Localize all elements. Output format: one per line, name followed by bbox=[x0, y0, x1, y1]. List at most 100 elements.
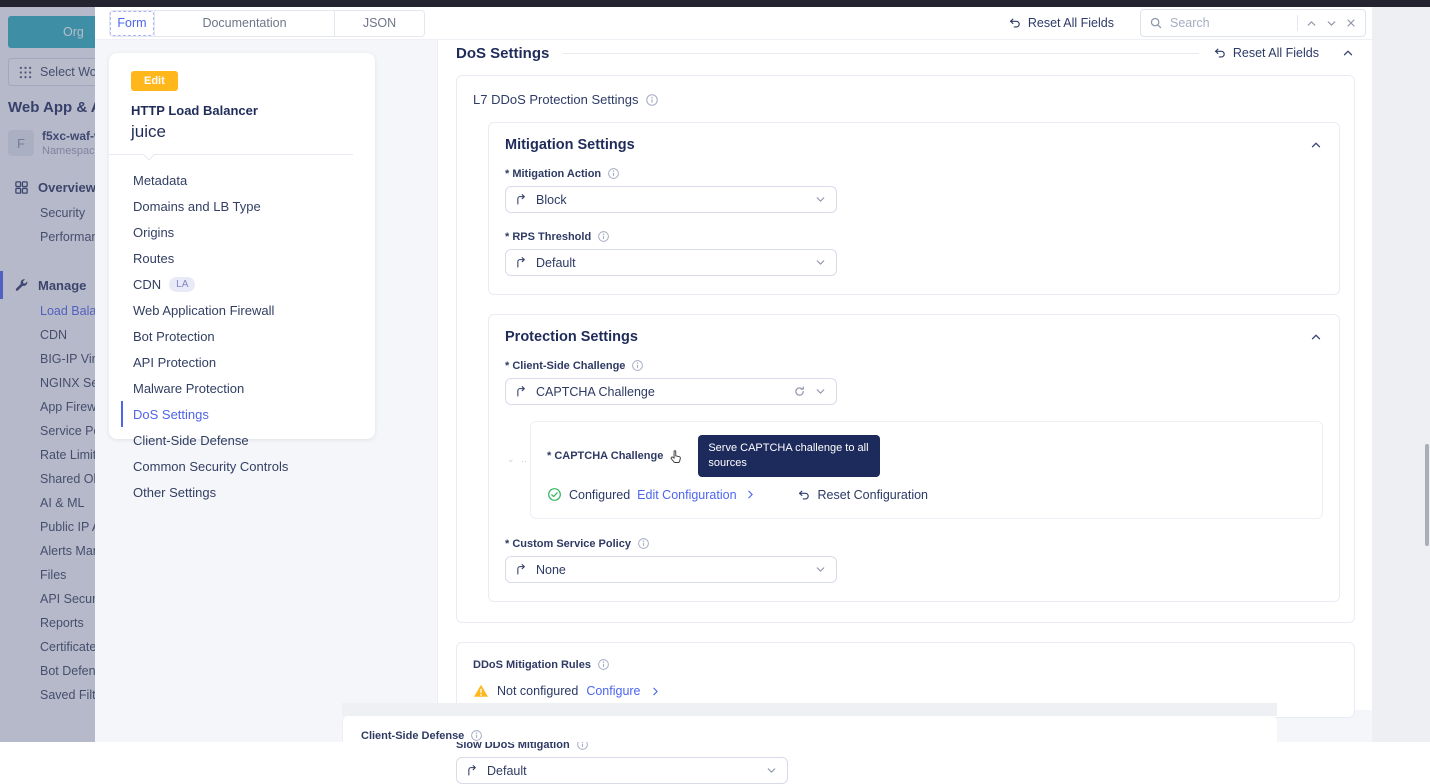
sidebar-item-label: Alerts Mana bbox=[40, 544, 107, 558]
menu-item-origins[interactable]: Origins bbox=[131, 219, 375, 245]
reset-configuration-link[interactable]: Reset Configuration bbox=[817, 487, 929, 502]
sidebar-item-label: BIG-IP Virtu bbox=[40, 352, 107, 366]
menu-item-common-security[interactable]: Common Security Controls bbox=[131, 453, 375, 479]
sidebar-item-cdn[interactable]: CDN bbox=[0, 323, 280, 347]
configure-link[interactable]: Configure bbox=[586, 684, 641, 698]
sidebar-item-public-ip[interactable]: Public IP Ad bbox=[0, 515, 280, 539]
sidebar-item-alerts[interactable]: Alerts Mana bbox=[0, 539, 280, 563]
chevron-right-icon[interactable] bbox=[744, 488, 757, 501]
chevron-down-icon bbox=[767, 768, 776, 773]
rps-threshold-value: Default bbox=[536, 255, 576, 270]
sidebar-item-manage[interactable]: Manage bbox=[0, 271, 280, 299]
mitigation-action-value: Block bbox=[536, 192, 567, 207]
tab-documentation[interactable]: Documentation bbox=[154, 10, 334, 36]
menu-item-waf[interactable]: Web Application Firewall bbox=[131, 297, 375, 323]
header-rule bbox=[563, 52, 1199, 54]
sidebar-item-service-policies[interactable]: Service Poli bbox=[0, 419, 280, 443]
edit-configuration-link[interactable]: Edit Configuration bbox=[637, 487, 737, 502]
sidebar-item-security[interactable]: Security bbox=[0, 201, 280, 225]
undo-icon bbox=[797, 488, 811, 502]
sidebar-item-shared-objects[interactable]: Shared Obje bbox=[0, 467, 280, 491]
client-side-defense-section: Client-Side Defense bbox=[342, 716, 1277, 742]
tab-label: JSON bbox=[362, 16, 397, 30]
captcha-config-box: ⌄ ‥ * CAPTCHA Challenge Serve CAPTCHA ch… bbox=[507, 421, 1323, 519]
menu-item-dos-settings[interactable]: DoS Settings bbox=[121, 401, 375, 427]
menu-item-label: Bot Protection bbox=[133, 328, 215, 344]
sidebar-item-reports[interactable]: Reports bbox=[0, 611, 280, 635]
branch-icon bbox=[515, 193, 528, 206]
sidebar-item-load-balancers[interactable]: Load Balanc bbox=[0, 299, 280, 323]
client-side-challenge-select[interactable]: CAPTCHA Challenge bbox=[505, 378, 837, 405]
chevron-down-icon bbox=[816, 260, 825, 265]
info-icon[interactable] bbox=[607, 167, 620, 180]
info-icon[interactable] bbox=[597, 230, 610, 243]
sidebar-item-nginx[interactable]: NGINX Serv bbox=[0, 371, 280, 395]
tab-json[interactable]: JSON bbox=[334, 10, 424, 36]
mitigation-action-label: * Mitigation Action bbox=[505, 167, 602, 180]
chevron-down-icon bbox=[816, 389, 825, 394]
section-title: DoS Settings bbox=[456, 44, 550, 62]
menu-item-domains[interactable]: Domains and LB Type bbox=[131, 193, 375, 219]
info-icon[interactable] bbox=[631, 359, 644, 372]
collapse-protection-icon[interactable] bbox=[1309, 330, 1323, 344]
configured-status: Configured bbox=[569, 487, 631, 502]
search-box bbox=[1140, 9, 1366, 37]
menu-item-cdn[interactable]: CDN LA bbox=[131, 271, 375, 297]
menu-item-metadata[interactable]: Metadata bbox=[131, 167, 375, 193]
info-icon[interactable] bbox=[597, 658, 610, 671]
scrollbar-thumb[interactable] bbox=[1425, 444, 1429, 546]
sidebar-item-ai-ml[interactable]: AI & ML bbox=[0, 491, 280, 515]
undo-icon bbox=[1008, 16, 1022, 30]
menu-item-client-side-defense[interactable]: Client-Side Defense bbox=[131, 427, 375, 453]
reset-all-fields-button[interactable]: Reset All Fields bbox=[1008, 16, 1114, 30]
menu-item-api-protection[interactable]: API Protection bbox=[131, 349, 375, 375]
info-icon[interactable] bbox=[645, 93, 659, 107]
client-side-challenge-value: CAPTCHA Challenge bbox=[536, 384, 655, 399]
sidebar-item-saved-filters[interactable]: Saved Filter bbox=[0, 683, 280, 707]
collapse-mitigation-icon[interactable] bbox=[1309, 138, 1323, 152]
l7-title: L7 DDoS Protection Settings bbox=[473, 92, 639, 107]
editor-drawer: Form Documentation JSON Reset All Fields bbox=[95, 7, 1372, 784]
sidebar-item-bigip[interactable]: BIG-IP Virtu bbox=[0, 347, 280, 371]
search-prev-icon[interactable] bbox=[1305, 17, 1318, 30]
client-side-defense-label: Client-Side Defense bbox=[361, 729, 465, 742]
collapse-section-icon[interactable] bbox=[1341, 46, 1355, 60]
menu-item-other-settings[interactable]: Other Settings bbox=[131, 479, 375, 505]
search-close-icon[interactable] bbox=[1345, 17, 1357, 29]
namespace-row[interactable]: F f5xc-waf-w Namespace bbox=[8, 129, 280, 157]
slow-ddos-select[interactable]: Default bbox=[456, 757, 788, 784]
sidebar-item-overview[interactable]: Overview bbox=[0, 173, 280, 201]
section-reset-all-fields-button[interactable]: Reset All Fields bbox=[1213, 46, 1319, 60]
mitigation-settings-title: Mitigation Settings bbox=[505, 137, 635, 153]
search-next-icon[interactable] bbox=[1325, 17, 1338, 30]
org-selector-label: Org bbox=[63, 25, 84, 39]
sidebar-item-api-security[interactable]: API Security bbox=[0, 587, 280, 611]
sidebar-item-bot-defense[interactable]: Bot Defense bbox=[0, 659, 280, 683]
view-tabs: Form Documentation JSON bbox=[109, 9, 425, 37]
sidebar-item-label: Files bbox=[40, 568, 67, 582]
sidebar-item-app-firewall[interactable]: App Firewal bbox=[0, 395, 280, 419]
sidebar-item-files[interactable]: Files bbox=[0, 563, 280, 587]
sidebar-item-rate-limiter[interactable]: Rate Limiter bbox=[0, 443, 280, 467]
tab-label: Form bbox=[117, 16, 147, 30]
info-icon[interactable] bbox=[637, 537, 650, 550]
menu-item-malware-protection[interactable]: Malware Protection bbox=[131, 375, 375, 401]
warning-icon bbox=[473, 683, 489, 699]
sidebar-item-certificates[interactable]: Certificate M bbox=[0, 635, 280, 659]
sidebar-item-label: Shared Obje bbox=[40, 472, 111, 486]
mitigation-action-select[interactable]: Block bbox=[505, 186, 837, 213]
custom-service-policy-select[interactable]: None bbox=[505, 556, 837, 583]
menu-item-routes[interactable]: Routes bbox=[131, 245, 375, 271]
tab-form[interactable]: Form bbox=[110, 10, 154, 36]
sidebar-item-performance[interactable]: Performanc bbox=[0, 225, 280, 249]
ddos-rules-status: Not configured bbox=[497, 684, 579, 698]
menu-item-bot-protection[interactable]: Bot Protection bbox=[131, 323, 375, 349]
sidebar-item-label: Manage bbox=[38, 277, 87, 293]
rps-threshold-select[interactable]: Default bbox=[505, 249, 837, 276]
sidebar-item-label: API Security bbox=[40, 592, 109, 606]
search-input[interactable] bbox=[1170, 16, 1290, 30]
refresh-icon[interactable] bbox=[793, 385, 806, 398]
editor-menu: Metadata Domains and LB Type Origins Rou… bbox=[121, 167, 375, 505]
chevron-right-icon[interactable] bbox=[649, 685, 662, 698]
info-icon[interactable] bbox=[470, 729, 483, 742]
